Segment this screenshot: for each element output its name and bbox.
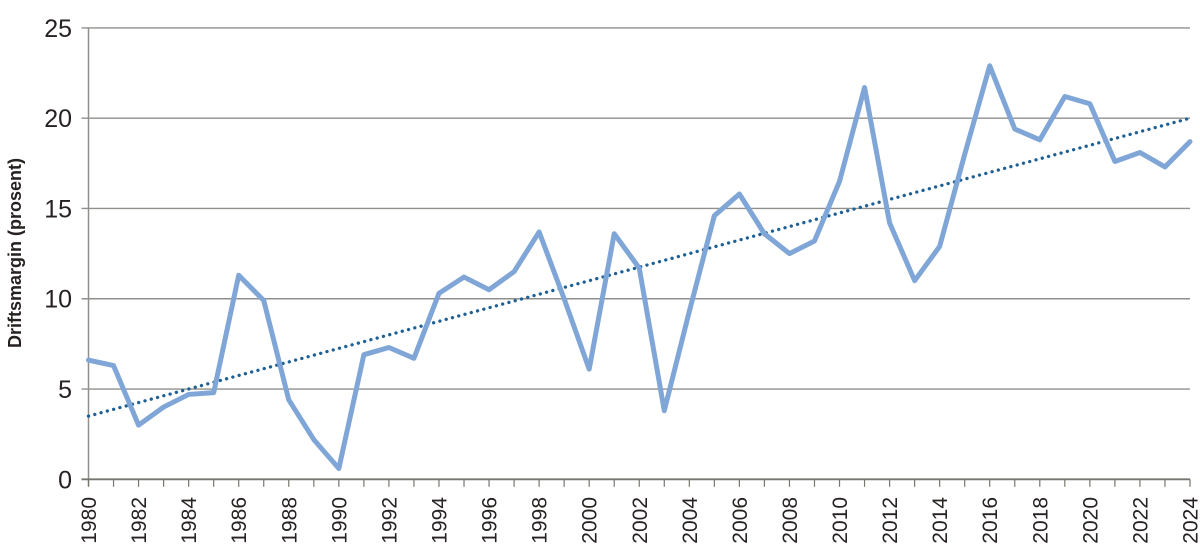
series-line [86, 63, 1193, 471]
x-tick-label: 2016 [979, 497, 1002, 544]
y-tick-label: 15 [44, 195, 72, 223]
y-tick-label: 5 [58, 376, 72, 404]
x-tick-label: 1998 [529, 497, 552, 544]
y-tick-label: 0 [58, 466, 72, 494]
x-tick-label: 1980 [78, 497, 101, 544]
x-tick-label: 2004 [679, 497, 702, 544]
x-tick-label: 2018 [1029, 497, 1052, 544]
x-tick-label: 1988 [278, 497, 301, 544]
x-tick-label: 2002 [629, 497, 652, 544]
series-line-group [86, 63, 1193, 471]
x-tick-label: 1984 [178, 497, 201, 544]
x-tick-label: 2006 [729, 497, 752, 544]
x-tick-label: 2014 [929, 497, 952, 544]
axes [81, 27, 1190, 487]
x-tick-label: 2024 [1180, 497, 1200, 544]
gridlines [81, 27, 1190, 390]
y-axis-title: Driftsmargin (prosent) [5, 158, 25, 348]
x-tick-label: 1996 [479, 497, 502, 544]
x-tick-label: 1994 [428, 497, 451, 544]
y-tick-label: 20 [44, 105, 72, 133]
x-axis-ticks [87, 479, 1191, 487]
y-axis-labels: 0 5 10 15 20 25 [44, 15, 72, 494]
x-tick-label: 1982 [128, 497, 151, 544]
x-tick-label: 2010 [829, 497, 852, 544]
x-tick-label: 2000 [579, 497, 602, 544]
y-tick-label: 25 [44, 15, 72, 43]
x-tick-label: 1986 [228, 497, 251, 544]
x-tick-label: 2022 [1129, 497, 1152, 544]
x-tick-label: 2008 [779, 497, 802, 544]
x-tick-label: 1990 [328, 497, 351, 544]
x-tick-label: 2020 [1079, 497, 1102, 544]
x-tick-label: 1992 [378, 497, 401, 544]
x-axis-labels: 1980 1982 1984 1986 1988 1990 1992 1994 1996 1998… [78, 497, 1200, 544]
x-tick-label: 2012 [879, 497, 902, 544]
y-tick-label: 10 [44, 286, 72, 314]
